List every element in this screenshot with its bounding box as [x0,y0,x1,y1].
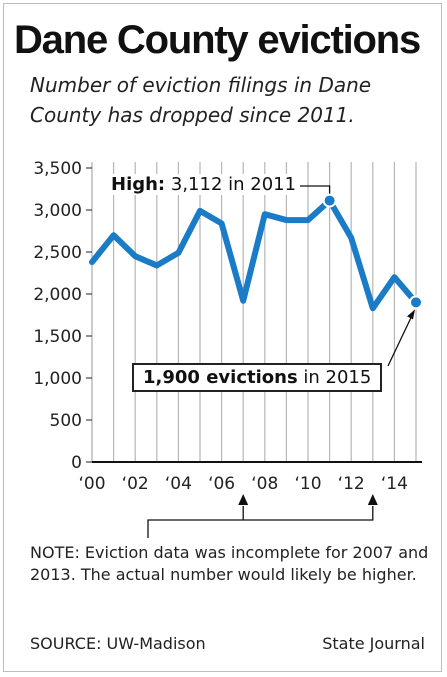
series-line [89,197,419,312]
data-point-2015 [409,295,423,310]
end-callout-connector [387,311,415,367]
x-tick-label-2000: ‘00 [78,474,105,494]
high-callout-label: High: [111,174,166,195]
x-axis-ticks: ‘00 ‘02 ‘04 ‘06 ‘08 ‘10 ‘12 ‘14 [78,474,407,494]
y-tick-label-1000: 1,000 [33,369,82,389]
grid-lines [91,162,417,462]
annotation-connectors [147,185,415,538]
y-tick-label-3500: 3,500 [33,159,82,179]
chart-title: Dane County evictions [14,18,421,62]
x-tick-label-2010: ‘10 [294,474,321,494]
high-callout: High: 3,112 in 2011 [108,174,300,195]
graphic-frame [3,3,442,672]
end-callout: 1,900 evictions in 2015 [132,363,383,392]
y-tick-label-1500: 1,500 [33,327,82,347]
end-callout-arrowhead [407,309,415,320]
end-callout-label: 1,900 evictions [143,367,298,388]
x-tick-label-2008: ‘08 [251,474,278,494]
y-tick-label-2500: 2,500 [33,243,82,263]
note-bracket [147,506,374,538]
source-line: SOURCE: UW-Madison [30,634,206,653]
x-tick-label-2012: ‘12 [338,474,365,494]
y-tick-label-2000: 2,000 [33,285,82,305]
y-tick-label-0: 0 [71,453,82,473]
note-arrow-2013 [367,494,378,505]
y-tick-label-3000: 3,000 [33,201,82,221]
high-callout-text: 3,112 in 2011 [170,174,297,195]
axes [91,164,422,463]
note-arrow-2007 [238,494,249,505]
high-callout-connector [300,185,331,194]
y-axis-ticks: 0 500 1,000 1,500 2,000 2,500 3,000 3,500 [33,159,92,473]
end-callout-text: in 2015 [303,367,372,388]
x-tick-label-2002: ‘02 [122,474,149,494]
credit-line: State Journal [322,634,425,653]
data-point-2011 [322,193,337,208]
x-tick-label-2014: ‘14 [381,474,408,494]
series-eviction-filings [89,193,423,312]
x-tick-label-2004: ‘04 [165,474,192,494]
x-tick-label-2006: ‘06 [208,474,235,494]
footnote: NOTE: Eviction data was incomplete for 2… [30,543,429,584]
chart-subtitle: Number of eviction filings in Dane Count… [30,73,372,127]
y-tick-label-500: 500 [50,411,82,431]
